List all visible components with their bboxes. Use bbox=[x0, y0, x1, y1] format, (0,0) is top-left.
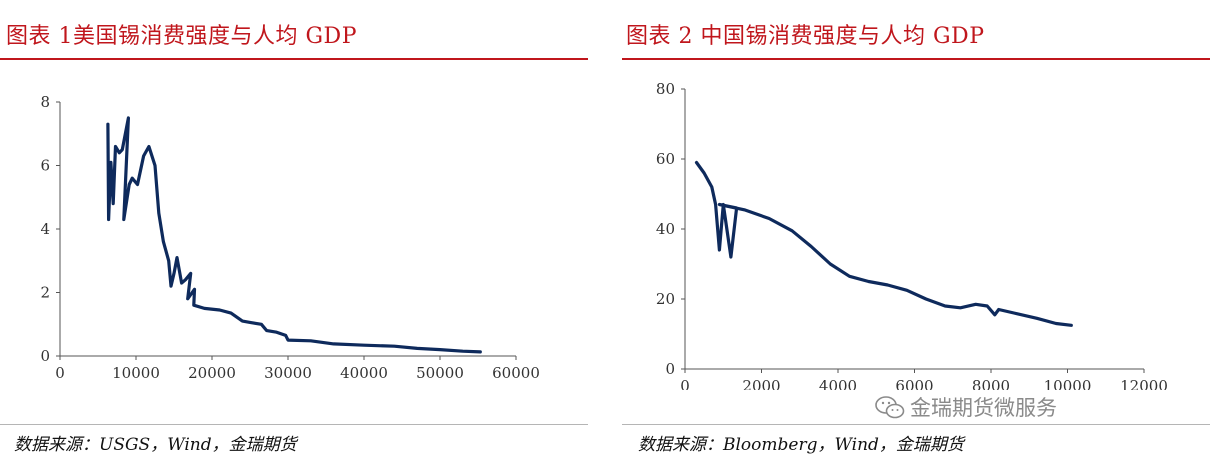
wechat-icon bbox=[875, 396, 905, 419]
y-tick-label: 4 bbox=[40, 220, 50, 238]
chart-source: 数据来源：Bloomberg，Wind，金瑞期货 bbox=[638, 435, 964, 455]
chart-title: 图表 1美国锡消费强度与人均 GDP bbox=[6, 24, 357, 49]
title-divider bbox=[622, 58, 1210, 60]
x-tick-label: 40000 bbox=[340, 364, 388, 382]
title-divider bbox=[0, 58, 588, 60]
chart-title: 图表 2 中国锡消费强度与人均 GDP bbox=[626, 24, 985, 49]
y-tick-label: 0 bbox=[40, 347, 50, 365]
x-tick-label: 10000 bbox=[1044, 377, 1092, 390]
y-tick-label: 80 bbox=[656, 80, 675, 98]
x-tick-label: 60000 bbox=[492, 364, 540, 382]
x-tick-label: 10000 bbox=[112, 364, 160, 382]
x-tick-label: 0 bbox=[680, 377, 690, 390]
watermark-text: 金瑞期货微服务 bbox=[910, 396, 1057, 420]
series-line bbox=[106, 116, 482, 354]
y-tick-label: 8 bbox=[40, 93, 50, 111]
source-divider bbox=[622, 424, 1210, 425]
y-tick-label: 20 bbox=[656, 290, 675, 308]
x-tick-label: 2000 bbox=[742, 377, 780, 390]
chart-panel-us: 图表 1美国锡消费强度与人均 GDP 0 2 4 6 8 0 10000 20000 30000… bbox=[0, 0, 590, 463]
chart-source: 数据来源：USGS，Wind，金瑞期货 bbox=[14, 435, 297, 455]
x-tick-label: 6000 bbox=[895, 377, 933, 390]
x-tick-label: 50000 bbox=[416, 364, 464, 382]
x-tick-label: 0 bbox=[55, 364, 65, 382]
chart-panel-china: 图表 2 中国锡消费强度与人均 GDP 0 20 40 60 80 0 2000 4000 60… bbox=[622, 0, 1214, 463]
x-tick-label: 8000 bbox=[972, 377, 1010, 390]
x-tick-label: 20000 bbox=[188, 364, 236, 382]
y-tick-label: 0 bbox=[665, 360, 675, 378]
x-tick-label: 12000 bbox=[1120, 377, 1168, 390]
y-tick-label: 6 bbox=[40, 157, 50, 175]
us-tin-intensity-chart: 0 2 4 6 8 0 10000 20000 30000 40000 50000 60000 bbox=[40, 93, 540, 382]
series-line bbox=[694, 160, 1073, 327]
y-tick-label: 60 bbox=[656, 150, 675, 168]
y-tick-label: 40 bbox=[656, 220, 675, 238]
source-divider bbox=[0, 424, 588, 425]
china-tin-intensity-chart: 0 20 40 60 80 0 2000 4000 6000 8000 10000 12000 bbox=[656, 80, 1168, 390]
y-tick-label: 2 bbox=[40, 284, 50, 302]
x-tick-label: 4000 bbox=[819, 377, 857, 390]
x-tick-label: 30000 bbox=[264, 364, 312, 382]
